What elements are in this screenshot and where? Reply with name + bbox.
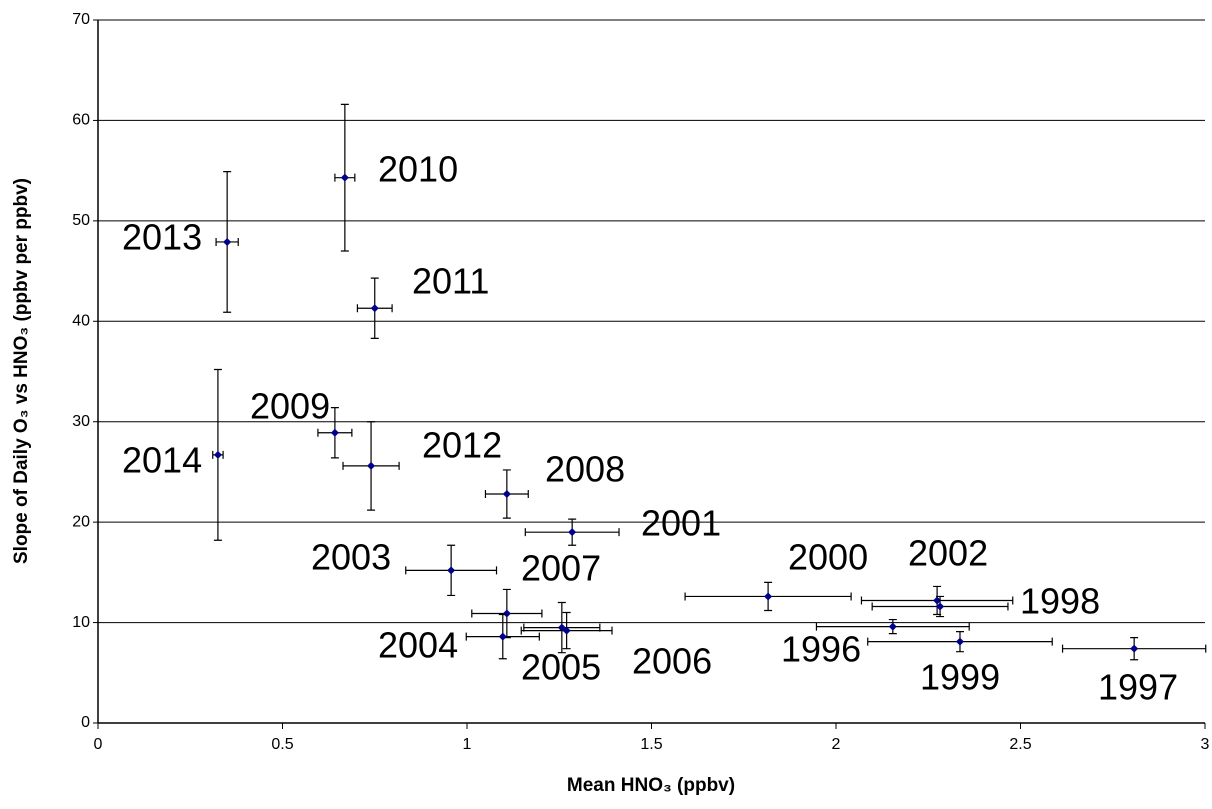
point <box>223 237 232 246</box>
point <box>764 592 773 601</box>
y-tick-label: 30 <box>72 413 90 430</box>
y-tick-label: 70 <box>72 11 90 28</box>
x-tick-label: 2.5 <box>1009 736 1031 753</box>
point-label: 2000 <box>788 537 868 578</box>
point-label: 1996 <box>781 629 861 670</box>
point <box>933 596 942 605</box>
point-label: 2003 <box>311 537 391 578</box>
x-tick-label: 2 <box>832 736 841 753</box>
point-label: 2002 <box>908 533 988 574</box>
point <box>213 450 222 459</box>
point-label: 2009 <box>250 386 330 427</box>
point-label: 2005 <box>521 647 601 688</box>
point-label: 2004 <box>378 625 458 666</box>
point-label: 2008 <box>545 449 625 490</box>
point <box>562 626 571 635</box>
point <box>498 632 507 641</box>
point-label: 2014 <box>122 440 202 481</box>
point-label: 1999 <box>920 657 1000 698</box>
point-label: 1997 <box>1098 667 1178 708</box>
point <box>330 428 339 437</box>
y-tick-label: 20 <box>72 513 90 530</box>
point <box>370 304 379 313</box>
point <box>447 566 456 575</box>
point <box>1130 644 1139 653</box>
x-tick-label: 0 <box>94 736 103 753</box>
y-tick-label: 10 <box>72 614 90 631</box>
y-tick-label: 0 <box>81 714 90 731</box>
point-label: 2007 <box>521 548 601 589</box>
y-tick-label: 40 <box>72 313 90 330</box>
point <box>502 609 511 618</box>
y-axis-title: Slope of Daily O₃ vs HNO₃ (ppbv per ppbv… <box>11 178 32 564</box>
point-label: 2010 <box>378 149 458 190</box>
point-label: 2013 <box>122 217 202 258</box>
x-tick-label: 3 <box>1201 736 1210 753</box>
point <box>502 490 511 499</box>
point-label: 2001 <box>641 503 721 544</box>
x-tick-label: 0.5 <box>271 736 293 753</box>
point <box>888 622 897 631</box>
point <box>568 528 577 537</box>
point <box>367 461 376 470</box>
x-tick-label: 1.5 <box>640 736 662 753</box>
y-tick-label: 50 <box>72 212 90 229</box>
point-label: 2011 <box>412 261 489 302</box>
y-tick-label: 60 <box>72 112 90 129</box>
x-axis-title: Mean HNO₃ (ppbv) <box>567 775 735 796</box>
point <box>340 173 349 182</box>
point-label: 2006 <box>632 641 712 682</box>
point-label: 2012 <box>422 425 502 466</box>
point-label: 1998 <box>1020 581 1100 622</box>
point <box>936 602 945 611</box>
point <box>955 637 964 646</box>
x-tick-label: 1 <box>463 736 472 753</box>
